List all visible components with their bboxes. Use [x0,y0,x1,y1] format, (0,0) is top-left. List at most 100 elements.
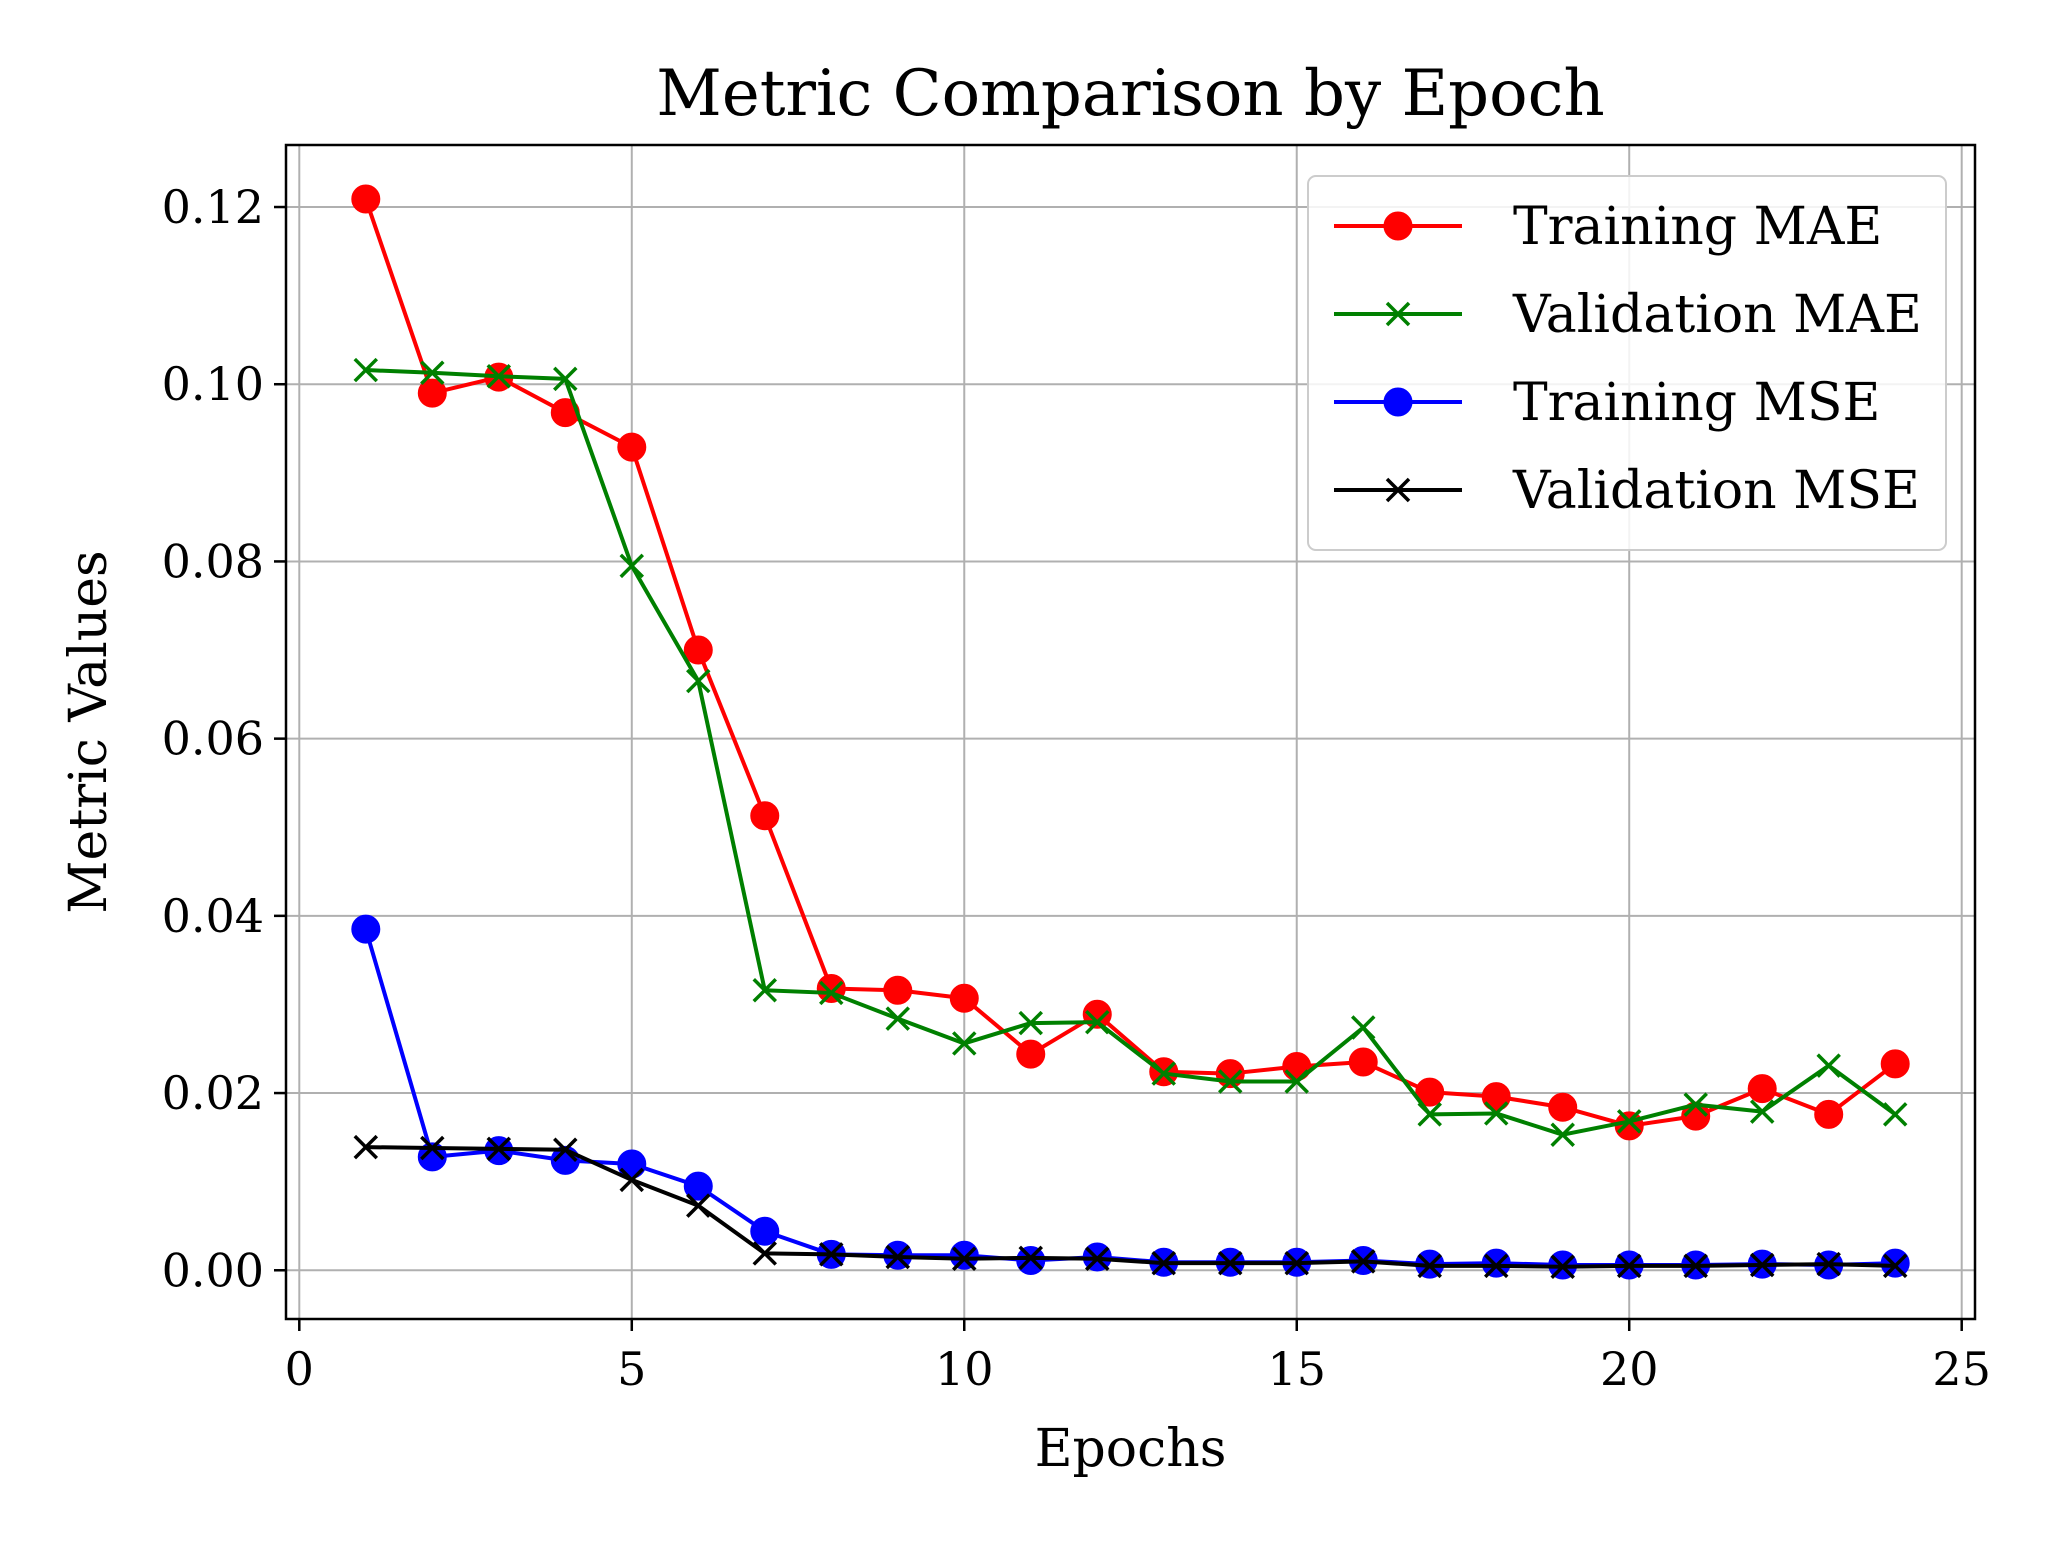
data-point-validation-mse [819,1242,844,1267]
series-line-validation-mae [365,368,1897,1137]
data-point-validation-mse [1882,1253,1908,1279]
legend-label: Training MAE [1513,197,1882,257]
data-point-validation-mae [619,553,645,579]
data-point-validation-mse [1616,1253,1642,1279]
legend-marker [1385,477,1411,503]
marker-stroke [1616,1253,1642,1279]
marker-stroke [1616,1109,1642,1134]
marker-stroke [1218,1069,1243,1094]
data-point-validation-mse [353,1134,379,1160]
data-point-training-mae [949,983,979,1013]
marker-stroke [1483,1101,1509,1126]
data-point-validation-mae [353,357,379,383]
data-point-validation-mae [1284,1069,1309,1094]
marker-stroke [1550,1254,1575,1279]
data-point-validation-mse [420,1135,445,1161]
data-point-validation-mse [1284,1250,1309,1276]
x-tick-label: 0 [285,1342,314,1396]
marker-stroke [486,364,512,389]
data-point-validation-mae [1683,1092,1708,1117]
marker-stroke [1683,1092,1708,1117]
marker-stroke [1882,1253,1908,1279]
marker-stroke [686,1193,711,1218]
marker-stroke [1683,1253,1708,1279]
data-point-training-mae [1681,1101,1711,1131]
marker-stroke [1550,1122,1575,1147]
data-point-validation-mae [486,364,512,389]
marker-stroke [1350,1015,1376,1040]
y-tick-label: 0.12 [162,180,264,234]
marker-stroke [752,1241,778,1266]
marker-stroke [752,978,778,1003]
marker-stroke [420,1135,445,1161]
data-point-validation-mse [686,1193,711,1218]
marker-stroke [553,366,578,392]
data-point-validation-mse [1550,1254,1575,1279]
data-point-validation-mae [885,1006,911,1031]
marker-stroke [686,668,711,694]
marker-stroke [1284,1250,1309,1276]
data-point-training-mae [1481,1082,1511,1112]
marker-stroke [553,1137,578,1163]
series-validation-mae [353,357,1908,1147]
marker-stroke [1151,1250,1176,1276]
data-point-training-mae [1747,1074,1777,1104]
data-point-training-mae [1880,1049,1910,1079]
data-point-training-mse [750,1216,780,1246]
data-point-validation-mae [1616,1109,1642,1134]
data-point-validation-mae [553,366,578,392]
data-point-validation-mse [1483,1253,1509,1279]
data-point-validation-mae [1882,1102,1908,1127]
data-point-validation-mae [1483,1101,1509,1126]
marker-stroke [952,1031,977,1056]
legend-label: Validation MAE [1512,285,1922,345]
legend-box [1307,175,1947,551]
data-point-validation-mse [1683,1253,1708,1279]
marker-stroke [1417,1102,1442,1127]
marker-stroke [420,360,445,385]
series-validation-mse [353,1134,1908,1279]
y-tick-label: 0.08 [162,534,264,588]
series-line-validation-mse [365,1145,1896,1269]
data-point-validation-mse [1151,1250,1176,1276]
x-axis-label: Epochs [1035,1419,1227,1479]
data-point-training-mse [949,1240,979,1270]
x-tick-label: 25 [1932,1342,1991,1396]
data-point-validation-mae [1749,1099,1775,1124]
marker-stroke [1882,1102,1908,1127]
y-tick-label: 0.02 [162,1066,264,1120]
data-point-training-mse [1880,1248,1910,1278]
marker-stroke [819,980,844,1006]
data-point-training-mae [1614,1111,1644,1141]
marker-stroke [619,553,645,579]
marker-stroke [353,1134,379,1160]
data-point-training-mae [1548,1092,1578,1122]
data-point-validation-mae [1085,1009,1110,1035]
x-tick-label: 20 [1600,1342,1659,1396]
marker-stroke [1816,1251,1841,1277]
data-point-training-mae [1282,1051,1312,1081]
legend-item-validation-mse: Validation MSE [1334,461,1920,521]
legend-marker [1383,211,1413,241]
data-point-validation-mse [1417,1253,1442,1279]
legend-item-training-mae: Training MAE [1334,197,1882,257]
x-tick-label: 10 [935,1342,994,1396]
data-point-validation-mse [486,1136,512,1162]
marker-stroke [1385,301,1411,327]
data-point-training-mae [617,432,647,462]
x-tick-label: 5 [617,1342,646,1396]
data-point-training-mse [683,1171,713,1201]
data-point-validation-mae [1018,1010,1043,1036]
marker-stroke [619,1167,645,1193]
data-point-training-mae [1415,1077,1445,1107]
data-point-training-mse [351,914,381,944]
data-point-validation-mae [1550,1122,1575,1147]
data-point-training-mse [1016,1246,1046,1276]
data-point-validation-mse [1749,1252,1775,1278]
data-point-training-mae [683,635,713,665]
data-point-validation-mae [1417,1102,1442,1127]
y-tick-label: 0.06 [162,712,264,766]
marker-stroke [1483,1253,1509,1279]
data-point-validation-mae [686,668,711,694]
